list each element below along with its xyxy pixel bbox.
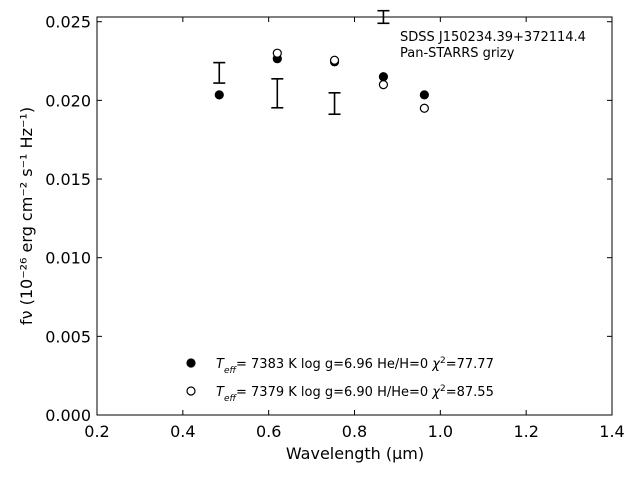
x-axis-label: Wavelength (μm) (286, 444, 424, 463)
y-axis-label: fν (10⁻²⁶ erg cm⁻² s⁻¹ Hz⁻¹) (17, 107, 36, 325)
object-label: SDSS J150234.39+372114.4 (400, 30, 586, 45)
x-tick-label: 0.8 (342, 422, 367, 441)
y-axis-ticks: 0.000 0.005 0.010 0.015 0.020 0.025 (45, 13, 612, 425)
x-tick-label: 1.0 (428, 422, 453, 441)
error-bar (213, 61, 226, 84)
x-tick-label: 1.4 (599, 422, 624, 441)
model-point-filled (378, 72, 389, 82)
legend-label: Teff= 7379 K log g=6.90 H/He=0 χ2=87.55 (216, 384, 494, 404)
model-point-open (329, 55, 340, 65)
plot-frame (96, 16, 613, 416)
error-bar (377, 9, 390, 25)
model-point-open (419, 103, 429, 113)
survey-label: Pan-STARRS grizy (400, 46, 515, 61)
x-tick-label: 0.4 (170, 422, 195, 441)
legend-marker-open (186, 386, 196, 396)
y-tick-label: 0.015 (45, 170, 91, 189)
x-tick-label: 0.2 (84, 422, 109, 441)
x-tick-label: 1.2 (513, 422, 538, 441)
y-tick-label: 0.000 (45, 406, 91, 425)
y-tick-label: 0.025 (45, 13, 91, 32)
x-tick-label: 0.6 (256, 422, 281, 441)
data-marks (213, 9, 429, 116)
error-bar (271, 78, 284, 109)
y-tick-label: 0.010 (45, 249, 91, 268)
legend-label: Teff= 7383 K log g=6.96 He/H=0 χ2=77.77 (216, 356, 494, 376)
model-point-filled (419, 90, 429, 100)
y-tick-label: 0.020 (45, 91, 91, 110)
legend-marker-filled (186, 358, 196, 368)
x-axis-ticks: 0.2 0.4 0.6 0.8 1.0 1.2 1.4 (84, 17, 625, 441)
model-point-filled (214, 90, 224, 100)
model-point-open (378, 80, 389, 90)
y-tick-label: 0.005 (45, 327, 91, 346)
model-point-open (272, 48, 282, 58)
legend: Teff= 7383 K log g=6.96 He/H=0 χ2=77.77 T… (186, 356, 494, 404)
error-bar (328, 92, 341, 116)
